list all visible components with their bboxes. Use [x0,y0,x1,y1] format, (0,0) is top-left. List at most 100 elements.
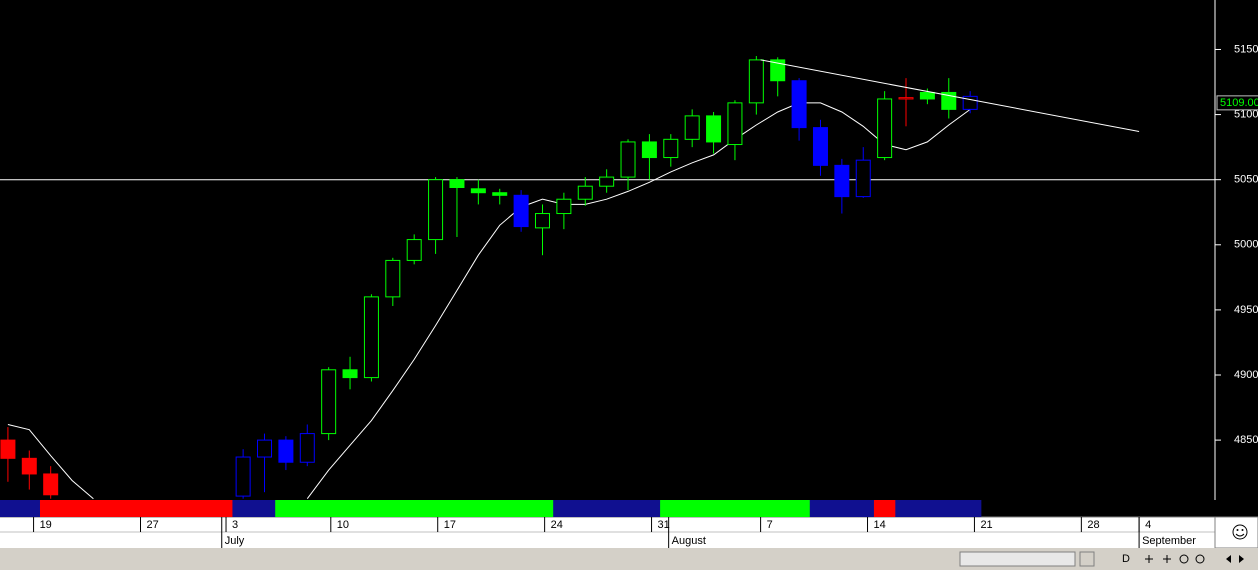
indicator-segment [595,500,618,517]
indicator-segment [339,500,362,517]
candle-body [663,138,679,159]
candle-body [342,369,358,379]
indicator-segment [146,500,169,517]
indicator-segment [82,500,105,517]
x-tick-label: 27 [146,519,158,531]
candle-body [941,91,957,110]
indicator-segment [681,500,704,517]
candle-body [43,473,59,496]
candle-body [257,439,273,458]
candle-body [470,188,486,194]
indicator-segment [61,500,84,517]
indicator-segment [638,500,661,517]
zoom-icon[interactable] [1145,555,1153,563]
indicator-segment [895,500,918,517]
trend-line [760,59,1140,133]
nav-arrows[interactable] [1226,555,1244,563]
month-label: July [225,535,245,547]
indicator-segment [317,500,340,517]
scrollbar-thumb[interactable] [959,551,1076,567]
indicator-segment [617,500,640,517]
toolbar-button[interactable]: D [1122,553,1130,565]
indicator-segment [125,500,148,517]
indicator-segment [531,500,554,517]
candle-body [556,198,572,215]
zoom-in-icon[interactable] [1195,554,1205,564]
last-price-box [1216,95,1258,111]
candle-body [428,179,444,241]
indicator-segment [660,500,682,517]
candle-body [812,127,828,166]
indicator-segment [0,500,20,517]
x-tick-label: 31 [658,519,670,531]
candle-body [684,115,700,140]
x-tick-label: 10 [337,519,349,531]
candle-body [791,80,807,129]
indicator-segment [724,500,747,517]
indicator-segment [403,500,426,517]
y-tick-label: 5150 [1234,43,1258,55]
y-tick-label: 5100 [1234,108,1258,120]
candle-body [513,194,529,228]
indicator-segment [360,500,383,517]
indicator-segment [168,500,191,517]
indicator-segment [18,500,41,517]
moving-average [7,102,971,500]
x-tick-label: 21 [980,519,992,531]
indicator-segment [275,500,298,517]
y-tick-label: 5050 [1234,174,1258,186]
candle-body [898,97,914,100]
candle-body [599,176,615,187]
indicator-segment [745,500,768,517]
candle-body [855,159,871,198]
x-tick-label: 17 [444,519,456,531]
indicator-segment [232,500,255,517]
indicator-segment [467,500,490,517]
candle-body [321,369,337,435]
indicator-segment [104,500,127,517]
month-label: September [1142,535,1196,547]
candle-body [834,164,850,198]
candle-body [0,439,16,459]
indicator-segment [916,500,939,517]
indicator-segment [553,500,576,517]
candle-body [385,259,401,298]
toolbar [0,548,1258,570]
candle-body [620,141,636,178]
indicator-segment [959,500,982,517]
indicator-segment [489,500,511,517]
indicator-segment [852,500,875,517]
smiley-eye [1236,529,1239,531]
candle-body [727,102,743,146]
x-tick-label: 24 [551,519,563,531]
indicator-segment [831,500,854,517]
indicator-segment [873,500,896,517]
candle-body [21,457,37,475]
candle-body [299,433,315,463]
smiley-mouth [1235,533,1245,537]
indicator-segment [510,500,533,517]
indicator-segment [809,500,832,517]
indicator-segment [382,500,405,517]
candle-body [919,91,935,100]
candle-body [406,239,422,261]
x-tick-label: 4 [1145,519,1151,531]
x-tick-label: 19 [40,519,52,531]
candle-body [641,141,657,159]
move-icon[interactable] [1163,555,1171,563]
scroll-right-button[interactable] [1079,551,1095,567]
indicator-segment [702,500,725,517]
indicator-segment [767,500,789,517]
smiley-eye [1241,529,1244,531]
smiley-icon[interactable] [1232,524,1248,540]
last-price-label: 5109.00 [1220,97,1258,109]
indicator-segment [253,500,276,517]
candle-body [706,115,722,143]
x-tick-label: 14 [874,519,886,531]
candle-body [577,185,593,200]
candle-body [363,296,379,379]
zoom-out-icon[interactable] [1179,554,1189,564]
y-tick-label: 4950 [1234,304,1258,316]
